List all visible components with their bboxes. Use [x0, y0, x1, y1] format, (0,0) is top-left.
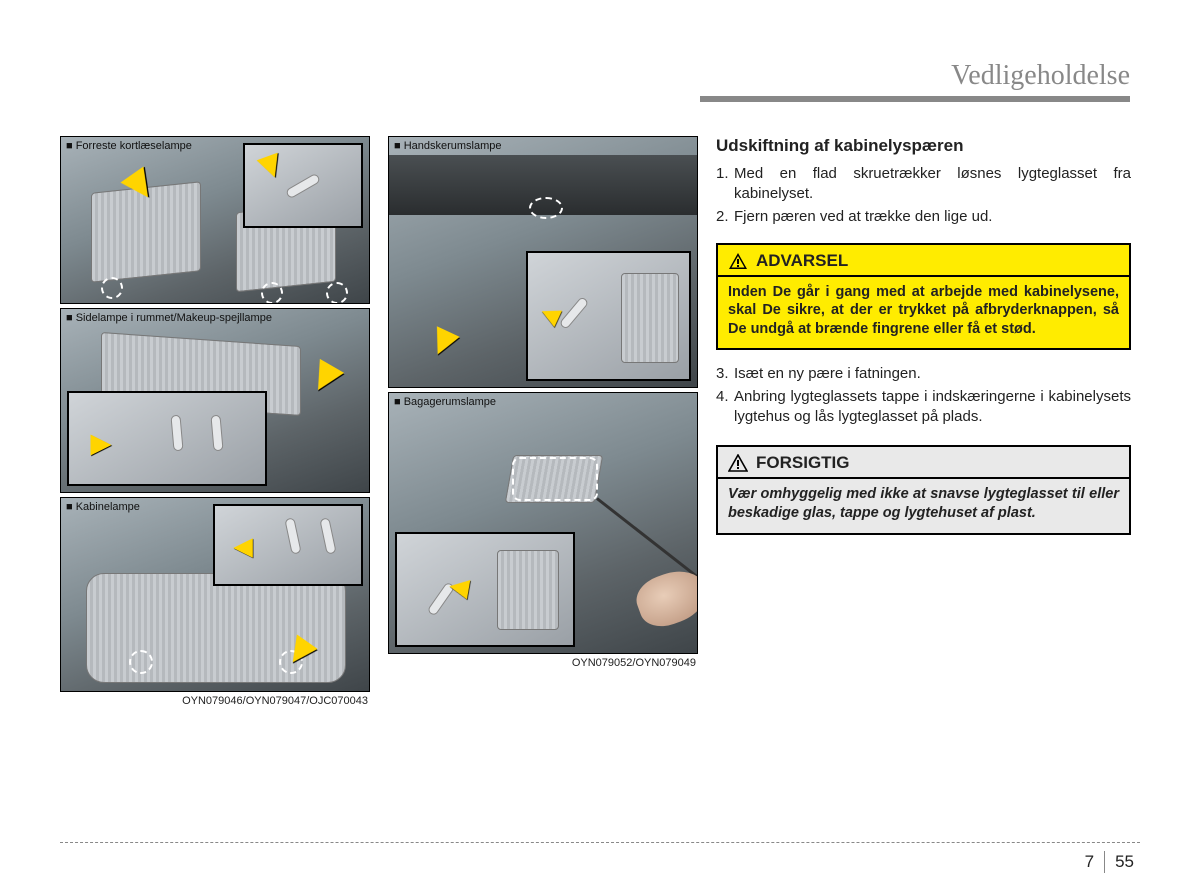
- caution-header: FORSIGTIG: [718, 447, 1129, 479]
- figure-caption: Kabinelampe: [66, 501, 140, 513]
- caution-box: FORSIGTIG Vær omhyggelig med ikke at sna…: [716, 445, 1131, 535]
- column-left: Forreste kortlæselampe Sidelampe i rumme…: [60, 136, 370, 707]
- figure-room-vanity: Sidelampe i rummet/Makeup-spejllampe: [60, 308, 370, 493]
- step-number: 4.: [716, 387, 734, 428]
- figure-code: OYN079046/OYN079047/OJC070043: [60, 692, 370, 707]
- figure-luggage: Bagagerumslampe: [388, 392, 698, 654]
- instruction-item: 4. Anbring lygteglassets tappe i indskær…: [716, 387, 1131, 428]
- step-number: 3.: [716, 364, 734, 384]
- chapter-number: 7: [1085, 852, 1094, 872]
- instruction-item: 1. Med en flad skruetrækker løsnes lygte…: [716, 164, 1131, 205]
- page-number: 7 55: [1085, 851, 1134, 873]
- step-number: 2.: [716, 207, 734, 227]
- page-no: 55: [1115, 852, 1134, 872]
- warning-header: ADVARSEL: [718, 245, 1129, 277]
- caution-body: Vær omhyggelig med ikke at snavse lygteg…: [718, 479, 1129, 533]
- footer-dash: [60, 842, 1140, 843]
- step-text: Med en flad skruetrækker løsnes lygtegla…: [734, 164, 1131, 205]
- section-title: Udskiftning af kabinelyspæren: [716, 136, 1131, 156]
- column-mid: Handskerumslampe Bagagerumslampe: [388, 136, 698, 707]
- instructions-a: 1. Med en flad skruetrækker løsnes lygte…: [716, 164, 1131, 229]
- warning-box: ADVARSEL Inden De går i gang med at arbe…: [716, 243, 1131, 351]
- header: Vedligeholdelse: [60, 60, 1140, 108]
- chapter-title: Vedligeholdelse: [60, 60, 1130, 92]
- figure-caption: Bagagerumslampe: [394, 396, 496, 408]
- instructions-b: 3. Isæt en ny pære i fatningen. 4. Anbri…: [716, 364, 1131, 429]
- column-right: Udskiftning af kabinelyspæren 1. Med en …: [716, 136, 1131, 707]
- warning-title: ADVARSEL: [756, 251, 848, 271]
- caution-title: FORSIGTIG: [756, 453, 850, 473]
- page-separator: [1104, 851, 1105, 873]
- main-columns: Forreste kortlæselampe Sidelampe i rumme…: [60, 136, 1140, 707]
- header-rule-thick: [700, 96, 1130, 102]
- figure-caption: Handskerumslampe: [394, 140, 502, 152]
- step-text: Anbring lygteglassets tappe i indskæring…: [734, 387, 1131, 428]
- step-text: Isæt en ny pære i fatningen.: [734, 364, 1131, 384]
- figure-caption: Forreste kortlæselampe: [66, 140, 192, 152]
- figure-room-lamp: Kabinelampe: [60, 497, 370, 692]
- caution-icon: [728, 454, 748, 472]
- footer: 7 55: [60, 842, 1140, 843]
- step-number: 1.: [716, 164, 734, 205]
- instruction-item: 2. Fjern pæren ved at trække den lige ud…: [716, 207, 1131, 227]
- warning-icon: [728, 252, 748, 270]
- figure-code: OYN079052/OYN079049: [388, 654, 698, 669]
- warning-body: Inden De går i gang med at arbejde med k…: [718, 277, 1129, 349]
- step-text: Fjern pæren ved at trække den lige ud.: [734, 207, 1131, 227]
- figure-caption: Sidelampe i rummet/Makeup-spejllampe: [66, 312, 272, 324]
- page-content: Vedligeholdelse Forreste kortlæselampe S…: [60, 60, 1140, 840]
- figure-glovebox: Handskerumslampe: [388, 136, 698, 388]
- instruction-item: 3. Isæt en ny pære i fatningen.: [716, 364, 1131, 384]
- figure-front-maplight: Forreste kortlæselampe: [60, 136, 370, 304]
